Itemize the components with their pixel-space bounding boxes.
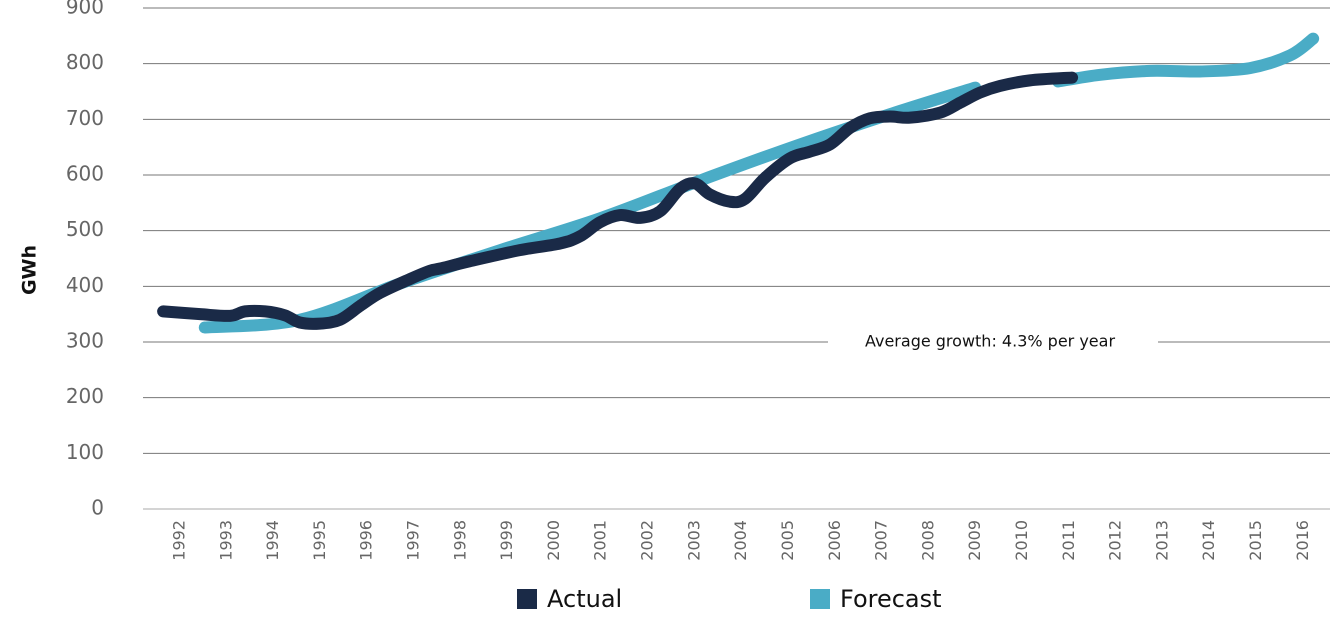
y-tick-label: 700: [66, 106, 104, 130]
x-tick-label: 2001: [591, 520, 610, 561]
y-tick-label: 600: [66, 162, 104, 186]
y-tick-label: 100: [66, 440, 104, 464]
x-tick-label: 2010: [1012, 520, 1031, 561]
x-tick-label: 2009: [965, 520, 984, 561]
x-tick-label: 2005: [778, 520, 797, 561]
x-tick-label: 2016: [1293, 520, 1312, 561]
x-tick-label: 2015: [1246, 520, 1265, 561]
x-tick-label: 2011: [1059, 520, 1078, 561]
y-tick-label: 200: [66, 384, 104, 408]
x-tick-label: 2012: [1106, 520, 1125, 561]
x-tick-label: 2014: [1199, 520, 1218, 561]
y-tick-label: 0: [91, 496, 104, 520]
legend-swatch: [810, 589, 830, 609]
y-tick-label: 800: [66, 50, 104, 74]
x-tick-label: 2007: [872, 520, 891, 561]
annotation: Average growth: 4.3% per year: [865, 332, 1115, 351]
x-tick-label: 1999: [497, 520, 516, 561]
y-tick-label: 900: [66, 0, 104, 19]
legend-label: Forecast: [840, 585, 942, 613]
x-tick-label: 1993: [216, 520, 235, 561]
x-tick-label: 1997: [404, 520, 423, 561]
x-tick-label: 1996: [357, 520, 376, 561]
series-line: [157, 71, 1079, 330]
x-tick-label: 2008: [918, 520, 937, 561]
y-axis-label: GWh: [19, 245, 41, 295]
x-tick-label: 1994: [263, 520, 282, 561]
annotation-bg: [828, 330, 1158, 354]
x-tick-label: 1992: [169, 520, 188, 561]
y-tick-label: 300: [66, 329, 104, 353]
x-tick-label: 2006: [825, 520, 844, 561]
series-line: [1052, 32, 1320, 88]
legend-label: Actual: [547, 585, 622, 613]
x-tick-label: 1998: [450, 520, 469, 561]
x-tick-label: 2013: [1152, 520, 1171, 561]
y-tick-label: 500: [66, 217, 104, 241]
legend-swatch: [517, 589, 537, 609]
x-tick-label: 2004: [731, 520, 750, 561]
y-tick-label: 400: [66, 273, 104, 297]
x-tick-label: 2000: [544, 520, 563, 561]
x-tick-label: 1995: [310, 520, 329, 561]
x-tick-label: 2003: [684, 520, 703, 561]
x-tick-label: 2002: [638, 520, 657, 561]
